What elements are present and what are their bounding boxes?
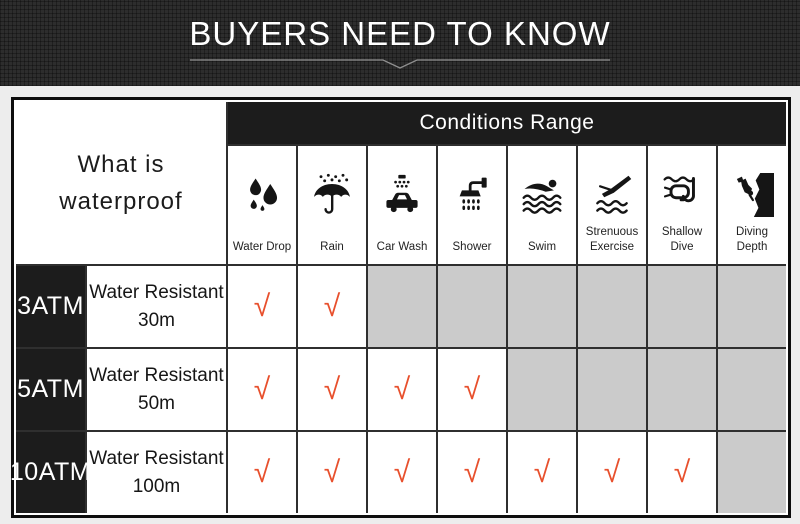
condition-cell: √ bbox=[438, 432, 506, 513]
condition-label: Shallow Dive bbox=[661, 226, 703, 254]
row-description: Water Resistant 30m bbox=[87, 266, 226, 347]
condition-label: Strenuous Exercise bbox=[585, 226, 639, 254]
condition-cell: √ bbox=[298, 349, 366, 430]
atm-rating: 3ATM bbox=[16, 266, 85, 347]
condition-column-shower: Shower bbox=[438, 146, 506, 264]
car-wash-icon bbox=[386, 174, 418, 213]
condition-cell: √ bbox=[508, 432, 576, 513]
condition-column-car-wash: Car Wash bbox=[368, 146, 436, 264]
atm-rating: 5ATM bbox=[16, 349, 85, 430]
condition-label: Shower bbox=[452, 241, 492, 254]
condition-column-diving-depth: Diving Depth bbox=[718, 146, 786, 264]
condition-cell: √ bbox=[438, 349, 506, 430]
condition-cell bbox=[578, 349, 646, 430]
condition-label: Swim bbox=[527, 241, 557, 254]
condition-column-shallow-dive: Shallow Dive bbox=[648, 146, 716, 264]
condition-label: Car Wash bbox=[376, 241, 428, 254]
condition-label: Diving Depth bbox=[736, 226, 768, 254]
condition-cell bbox=[578, 266, 646, 347]
condition-label: Water Drop bbox=[232, 241, 292, 254]
water-drop-icon bbox=[250, 178, 278, 211]
row-description: Water Resistant 50m bbox=[87, 349, 226, 430]
swim-icon bbox=[522, 179, 562, 214]
condition-cell: √ bbox=[648, 432, 716, 513]
waterproof-table: What is waterproof Conditions Range Wate… bbox=[10, 97, 791, 518]
condition-cell bbox=[438, 266, 506, 347]
condition-cell: √ bbox=[368, 349, 436, 430]
row-description: Water Resistant 100m bbox=[87, 432, 226, 513]
condition-cell: √ bbox=[228, 266, 296, 347]
condition-cell: √ bbox=[368, 432, 436, 513]
condition-cell bbox=[368, 266, 436, 347]
condition-cell bbox=[718, 266, 786, 347]
banner-title: BUYERS NEED TO KNOW bbox=[189, 15, 611, 52]
condition-cell: √ bbox=[298, 266, 366, 347]
condition-cell bbox=[718, 349, 786, 430]
strenuous-exercise-icon bbox=[596, 175, 632, 214]
condition-column-water-drop: Water Drop bbox=[228, 146, 296, 264]
condition-cell bbox=[718, 432, 786, 513]
condition-cell bbox=[508, 349, 576, 430]
shallow-dive-icon bbox=[663, 176, 696, 203]
condition-cell: √ bbox=[298, 432, 366, 513]
condition-column-swim: Swim bbox=[508, 146, 576, 264]
condition-column-rain: Rain bbox=[298, 146, 366, 264]
condition-cell: √ bbox=[228, 349, 296, 430]
atm-rating: 10ATM bbox=[10, 432, 91, 513]
condition-cell: √ bbox=[228, 432, 296, 513]
diving-depth-icon bbox=[736, 173, 774, 217]
condition-cell bbox=[648, 349, 716, 430]
corner-title: What is waterproof bbox=[16, 102, 226, 264]
chevron-down-icon bbox=[190, 59, 610, 69]
condition-cell bbox=[648, 266, 716, 347]
shower-icon bbox=[459, 177, 487, 211]
condition-cell: √ bbox=[578, 432, 646, 513]
condition-cell bbox=[508, 266, 576, 347]
condition-column-strenuous-exercise: Strenuous Exercise bbox=[578, 146, 646, 264]
rain-icon bbox=[314, 173, 350, 214]
banner: BUYERS NEED TO KNOW bbox=[0, 0, 800, 86]
conditions-range-header: Conditions Range bbox=[228, 102, 786, 144]
condition-label: Rain bbox=[320, 241, 344, 254]
table-grid: What is waterproof Conditions Range Wate… bbox=[10, 102, 786, 513]
